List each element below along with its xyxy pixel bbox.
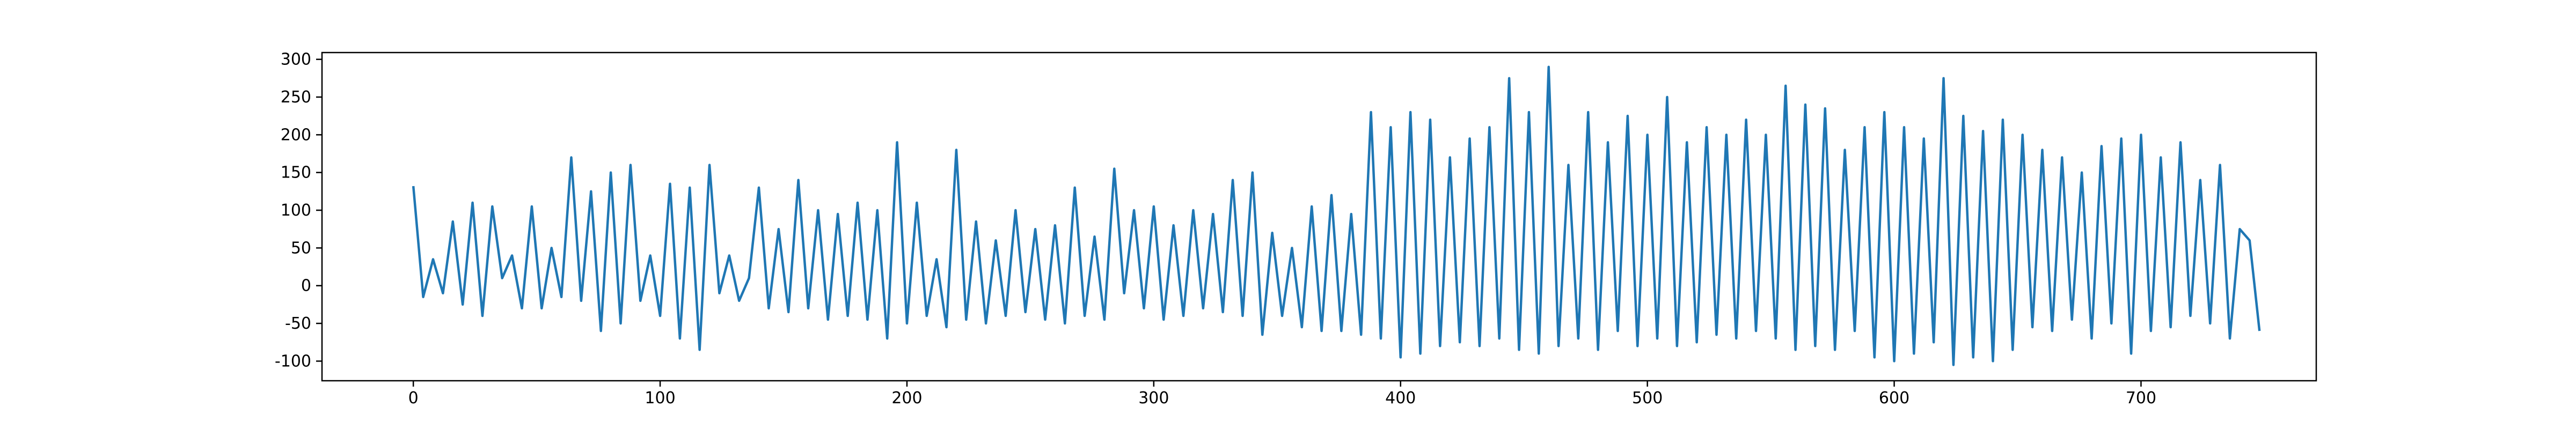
- x-tick-label: 600: [1879, 389, 1909, 408]
- x-tick-label: 700: [2126, 389, 2156, 408]
- y-tick-label: 250: [281, 88, 311, 107]
- x-tick-label: 500: [1632, 389, 1663, 408]
- data-line: [412, 65, 2261, 366]
- y-tick-label: -100: [275, 352, 311, 371]
- y-tick-label: 150: [281, 164, 311, 182]
- x-tick-label: 400: [1385, 389, 1416, 408]
- x-tick-label: 100: [645, 389, 675, 408]
- y-tick-label: 200: [281, 125, 311, 144]
- x-tick-label: 300: [1138, 389, 1169, 408]
- y-tick-label: -50: [285, 314, 311, 333]
- plot-frame: [321, 51, 2317, 382]
- y-tick-label: 300: [281, 50, 311, 69]
- x-tick-label: 0: [408, 389, 419, 408]
- y-tick-label: 100: [281, 201, 311, 220]
- y-tick-label: 50: [291, 239, 311, 257]
- y-tick-label: 0: [301, 277, 311, 295]
- x-tick-label: 200: [891, 389, 922, 408]
